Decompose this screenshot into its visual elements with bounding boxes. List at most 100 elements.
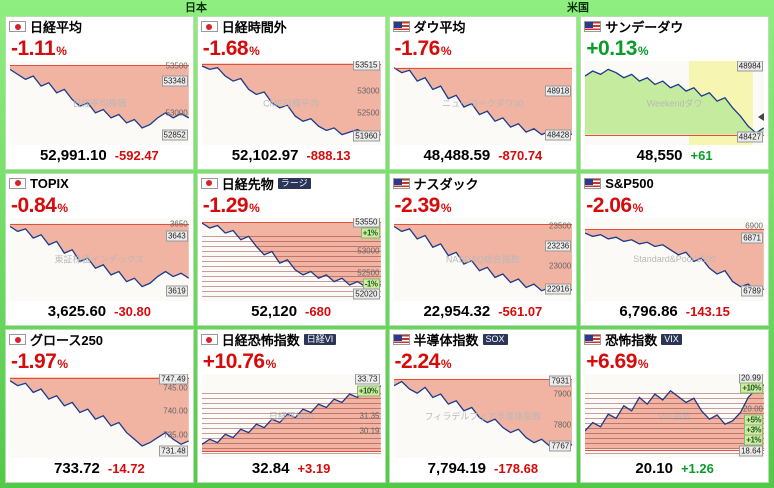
price-line-chart bbox=[393, 61, 573, 145]
panel-topix[interactable]: TOPIX -0.84 % 東証株価インデックス 3650 3643 3619 3,… bbox=[5, 172, 194, 327]
current-price-marker-icon bbox=[758, 112, 764, 121]
japan-flag-icon bbox=[9, 21, 26, 32]
chart-watermark: ニューヨークダウ30 bbox=[442, 98, 524, 109]
mini-chart: 747.49 745.00 740.00 735.00 731.48 bbox=[10, 374, 189, 458]
price-line-chart bbox=[393, 379, 573, 458]
price-line bbox=[202, 223, 381, 287]
chart-watermark: Weekendダウ bbox=[646, 98, 703, 109]
percent-band-gridlines bbox=[201, 236, 381, 298]
price-line-chart bbox=[201, 374, 381, 452]
chart-watermark: NASDAQ総合指数 bbox=[445, 254, 520, 265]
price-line-chart bbox=[201, 221, 381, 302]
percent-change-row: -1.29 % bbox=[201, 192, 382, 217]
chart-watermark: フィラデルフィア半導体指数 bbox=[424, 411, 542, 422]
quote-row: 48,488.59 -870.74 bbox=[393, 147, 574, 167]
price-area-fill bbox=[201, 386, 381, 452]
panel-nikkei-futures[interactable]: 日経先物 ラージ -1.29 % 53550 +1% 53000 52500 -1% 52… bbox=[196, 172, 386, 327]
percent-sign: % bbox=[440, 357, 452, 372]
price-line bbox=[10, 381, 189, 446]
last-price: 20.10 bbox=[635, 460, 673, 477]
panel-sunday-dow[interactable]: サンデーダウ +0.13 % Weekendダウ 48984 48427 48,5… bbox=[580, 16, 769, 170]
mini-chart: フィラデルフィア半導体指数 7931 7900 7800 7767 bbox=[393, 374, 573, 458]
previous-close-line bbox=[585, 134, 764, 136]
last-price: 52,991.10 bbox=[39, 146, 107, 164]
price-change: -143.15 bbox=[685, 304, 730, 320]
price-line bbox=[585, 69, 764, 133]
percent-change-row: +10.76 % bbox=[201, 348, 382, 373]
mini-chart: Weekendダウ 48984 48427 bbox=[585, 61, 764, 145]
panel-sp500[interactable]: S&P500 -2.06 % Standard&Poor's500 6900 68… bbox=[580, 172, 769, 327]
panel-header: TOPIX bbox=[9, 175, 190, 192]
panel-header: 日経先物 ラージ bbox=[200, 175, 382, 192]
percent-change-row: -1.11 % bbox=[9, 35, 190, 60]
price-line-chart bbox=[10, 223, 189, 302]
index-title: 日経先物 bbox=[221, 176, 274, 192]
percent-change-value: -1.97 bbox=[11, 350, 57, 374]
index-title: 日経平均 bbox=[30, 20, 83, 35]
price-line-chart bbox=[201, 63, 381, 145]
percent-change-value: +10.76 bbox=[202, 350, 265, 374]
percent-change-row: -2.39 % bbox=[393, 192, 574, 217]
mini-chart: 53550 +1% 53000 52500 -1% 52020 bbox=[201, 217, 381, 302]
panel-nikkei-after-hours[interactable]: 日経時間外 -1.68 % CME日経平均 53515 53000 52500 519… bbox=[196, 16, 386, 170]
last-price: 733.72 bbox=[53, 460, 100, 477]
panel-grid: 日経平均 -1.11 % 日経平均株価 53500 53348 53000 52852… bbox=[5, 16, 769, 483]
price-change: -14.72 bbox=[107, 461, 145, 476]
percent-sign: % bbox=[265, 357, 277, 372]
price-area-fill bbox=[393, 67, 573, 137]
percent-sign: % bbox=[637, 44, 649, 58]
index-title: 恐怖指数 bbox=[605, 333, 658, 349]
percent-change-value: -1.68 bbox=[202, 37, 249, 60]
us-flag-icon bbox=[584, 177, 602, 189]
percent-change-row: -0.84 % bbox=[9, 192, 190, 217]
price-area-fill bbox=[10, 223, 189, 287]
panel-nasdaq[interactable]: ナスダック -2.39 % NASDAQ総合指数 23500 23236 23000… bbox=[388, 172, 578, 327]
previous-close-line bbox=[201, 63, 381, 65]
previous-close-line bbox=[10, 65, 189, 67]
previous-close-line bbox=[585, 449, 764, 451]
percent-change-row: +6.69 % bbox=[584, 348, 765, 373]
price-change: -888.13 bbox=[306, 147, 351, 163]
price-change: +1.26 bbox=[680, 461, 714, 476]
panel-sox[interactable]: 半導体指数 SOX -2.24 % フィラデルフィア半導体指数 7931 7900… bbox=[388, 329, 578, 483]
panel-header: S&P500 bbox=[584, 175, 765, 192]
percent-sign: % bbox=[57, 200, 69, 215]
price-line bbox=[394, 226, 573, 292]
previous-close-line bbox=[201, 221, 381, 223]
panel-vix[interactable]: 恐怖指数 VIX +6.69 % VIX指数 20.99+10%20.00+5%… bbox=[580, 329, 769, 483]
chart-watermark: 東証株価インデックス bbox=[54, 254, 145, 265]
panel-header: 恐怖指数 VIX bbox=[584, 331, 765, 348]
price-line-chart bbox=[585, 229, 764, 302]
index-title: 半導体指数 bbox=[413, 333, 479, 349]
price-area-fill bbox=[393, 224, 573, 293]
price-change: -561.07 bbox=[498, 304, 543, 320]
percent-change-row: -2.24 % bbox=[393, 348, 574, 373]
index-badge: VIX bbox=[661, 334, 682, 346]
japan-flag-icon bbox=[9, 177, 26, 189]
price-area-fill bbox=[10, 65, 189, 128]
panel-growth250[interactable]: グロース250 -1.97 % 747.49 745.00 740.00 735.00… bbox=[5, 329, 194, 483]
index-title: ナスダック bbox=[413, 176, 479, 192]
us-flag-icon bbox=[392, 21, 410, 32]
chart-watermark: CME日経平均 bbox=[263, 98, 320, 109]
percent-sign: % bbox=[56, 44, 67, 58]
panel-nikkei-vi[interactable]: 日経恐怖指数 日経VI +10.76 % 日経平均VI 33.73+10%31.… bbox=[196, 329, 386, 483]
panel-header: 日経恐怖指数 日経VI bbox=[200, 331, 382, 348]
previous-close-line bbox=[10, 377, 189, 379]
panel-nikkei[interactable]: 日経平均 -1.11 % 日経平均株価 53500 53348 53000 52852… bbox=[5, 16, 194, 170]
previous-close-line bbox=[393, 379, 573, 381]
index-badge: 日経VI bbox=[303, 334, 337, 346]
last-price: 48,550 bbox=[636, 146, 683, 164]
price-line bbox=[10, 226, 189, 286]
panel-dow[interactable]: ダウ平均 -1.76 % ニューヨークダウ30 48918 48428 48,48… bbox=[388, 16, 578, 170]
price-change: -680 bbox=[305, 304, 332, 320]
percent-change-value: +0.13 bbox=[586, 37, 637, 60]
panel-header: サンデーダウ bbox=[584, 18, 765, 35]
last-price: 22,954.32 bbox=[423, 303, 491, 321]
mini-chart: ニューヨークダウ30 48918 48428 bbox=[393, 61, 573, 145]
price-line-chart bbox=[393, 224, 573, 302]
index-title: TOPIX bbox=[30, 175, 69, 191]
us-flag-icon bbox=[392, 334, 410, 346]
